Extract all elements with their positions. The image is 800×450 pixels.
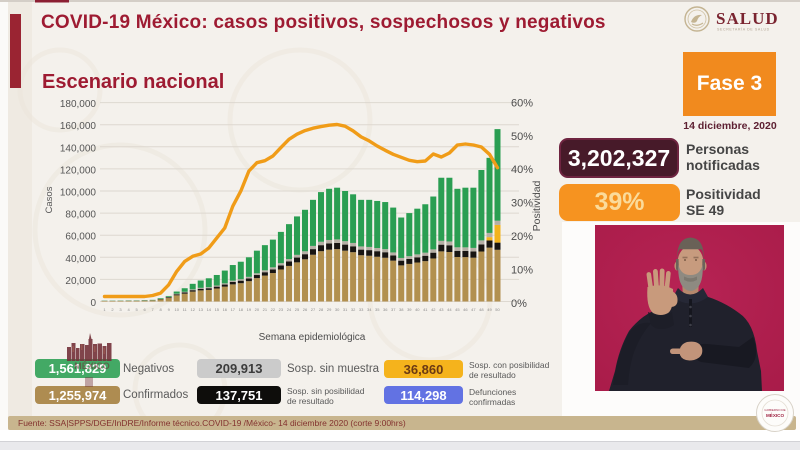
svg-text:180,000: 180,000: [60, 99, 97, 110]
svg-text:35: 35: [375, 307, 380, 312]
svg-text:8: 8: [159, 307, 162, 312]
svg-text:10%: 10%: [511, 265, 533, 277]
svg-text:26: 26: [303, 307, 308, 312]
svg-text:34: 34: [367, 307, 372, 312]
svg-text:40%: 40%: [511, 164, 533, 176]
svg-text:MÉXICO: MÉXICO: [766, 411, 785, 418]
svg-text:21: 21: [263, 307, 268, 312]
svg-text:27: 27: [311, 307, 316, 312]
svg-text:10: 10: [174, 307, 179, 312]
svg-text:46: 46: [463, 307, 468, 312]
svg-text:Semana epidemiológica: Semana epidemiológica: [259, 332, 366, 343]
svg-text:SALUD: SALUD: [716, 9, 779, 28]
svg-text:9: 9: [168, 307, 171, 312]
svg-text:7: 7: [151, 307, 154, 312]
svg-text:40,000: 40,000: [65, 254, 96, 265]
svg-text:6: 6: [143, 307, 146, 312]
svg-text:25: 25: [295, 307, 300, 312]
svg-text:36: 36: [383, 307, 388, 312]
svg-text:29: 29: [327, 307, 332, 312]
svg-text:60,000: 60,000: [65, 232, 96, 243]
svg-text:18: 18: [239, 307, 244, 312]
svg-text:1: 1: [103, 307, 106, 312]
svg-text:0: 0: [90, 298, 96, 309]
svg-text:SECRETARÍA DE SALUD: SECRETARÍA DE SALUD: [717, 28, 770, 32]
svg-text:50%: 50%: [511, 131, 533, 143]
svg-text:20%: 20%: [511, 231, 533, 243]
svg-text:47: 47: [471, 307, 476, 312]
svg-text:GOBIERNO DE: GOBIERNO DE: [764, 408, 785, 412]
svg-text:16: 16: [223, 307, 228, 312]
svg-text:24: 24: [287, 307, 292, 312]
svg-text:37: 37: [391, 307, 396, 312]
svg-text:3: 3: [119, 307, 122, 312]
svg-text:49: 49: [487, 307, 492, 312]
svg-text:20: 20: [255, 307, 260, 312]
svg-text:20,000: 20,000: [65, 276, 96, 287]
svg-text:11: 11: [183, 307, 188, 312]
svg-text:32: 32: [351, 307, 356, 312]
svg-text:100,000: 100,000: [60, 188, 97, 199]
svg-text:14: 14: [207, 307, 212, 312]
svg-text:Casos: Casos: [44, 186, 55, 213]
svg-text:40: 40: [415, 307, 420, 312]
svg-text:13: 13: [198, 307, 203, 312]
svg-text:Positividad: Positividad: [531, 180, 543, 231]
svg-text:80,000: 80,000: [65, 210, 96, 221]
svg-text:17: 17: [231, 307, 236, 312]
svg-text:0%: 0%: [511, 298, 527, 310]
svg-text:41: 41: [423, 307, 428, 312]
svg-text:43: 43: [439, 307, 444, 312]
svg-text:4: 4: [127, 307, 130, 312]
svg-text:39: 39: [407, 307, 412, 312]
svg-text:33: 33: [359, 307, 364, 312]
svg-text:48: 48: [479, 307, 484, 312]
svg-text:38: 38: [399, 307, 404, 312]
svg-text:42: 42: [431, 307, 436, 312]
svg-text:45: 45: [455, 307, 460, 312]
svg-text:15: 15: [215, 307, 220, 312]
svg-text:31: 31: [343, 307, 348, 312]
svg-text:12: 12: [190, 307, 195, 312]
svg-text:2: 2: [111, 307, 114, 312]
svg-text:22: 22: [271, 307, 276, 312]
svg-text:28: 28: [319, 307, 324, 312]
svg-text:120,000: 120,000: [60, 165, 97, 176]
svg-text:30%: 30%: [511, 198, 533, 210]
svg-text:44: 44: [447, 307, 452, 312]
svg-text:5: 5: [135, 307, 138, 312]
svg-text:140,000: 140,000: [60, 143, 97, 154]
svg-text:30: 30: [335, 307, 340, 312]
svg-text:50: 50: [495, 307, 500, 312]
svg-text:19: 19: [247, 307, 252, 312]
svg-text:23: 23: [279, 307, 284, 312]
svg-text:160,000: 160,000: [60, 121, 97, 132]
svg-text:60%: 60%: [511, 97, 533, 109]
